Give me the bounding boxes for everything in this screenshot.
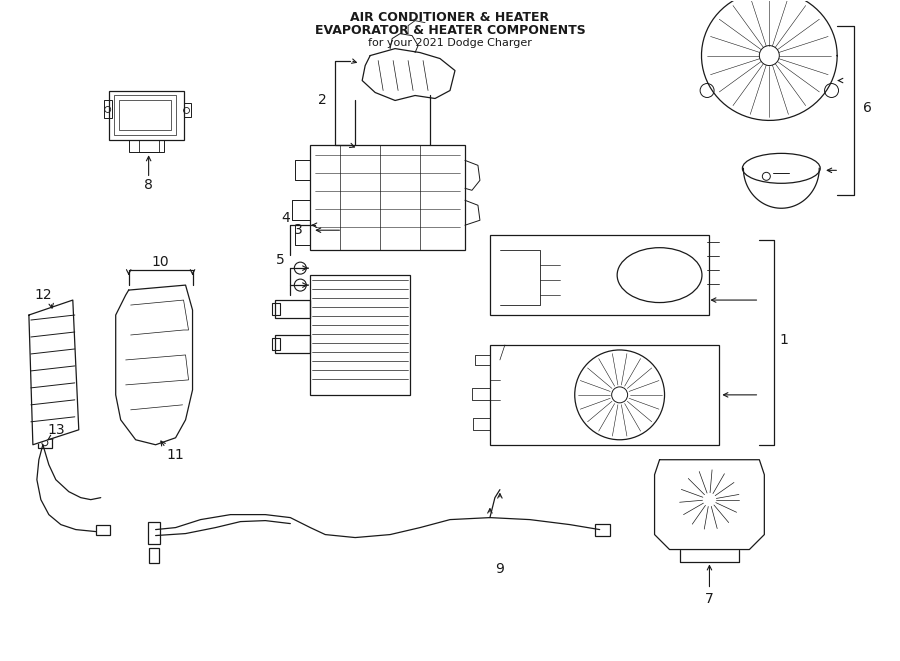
Bar — [595, 524, 609, 535]
Bar — [104, 100, 112, 118]
Bar — [129, 140, 164, 153]
Bar — [148, 522, 159, 543]
Bar — [275, 300, 310, 318]
Text: 3: 3 — [293, 223, 302, 237]
Text: 4: 4 — [281, 212, 290, 225]
Polygon shape — [116, 285, 193, 445]
Bar — [119, 100, 171, 130]
Text: 9: 9 — [496, 563, 504, 576]
Bar — [275, 335, 310, 353]
Text: 1: 1 — [780, 333, 788, 347]
Text: AIR CONDITIONER & HEATER: AIR CONDITIONER & HEATER — [350, 11, 550, 24]
Text: 6: 6 — [863, 102, 871, 116]
Bar — [490, 235, 709, 315]
Text: 13: 13 — [47, 423, 65, 437]
Bar — [273, 338, 281, 350]
Text: 2: 2 — [318, 93, 327, 108]
Text: EVAPORATOR & HEATER COMPONENTS: EVAPORATOR & HEATER COMPONENTS — [315, 24, 585, 36]
Text: 10: 10 — [152, 255, 169, 269]
Polygon shape — [29, 300, 79, 445]
Bar — [95, 525, 110, 535]
Text: 5: 5 — [276, 253, 284, 267]
Text: 11: 11 — [166, 447, 184, 462]
Text: 8: 8 — [144, 178, 153, 192]
Polygon shape — [362, 49, 455, 100]
Bar — [310, 145, 465, 250]
Bar — [310, 275, 410, 395]
Text: 7: 7 — [705, 592, 714, 606]
Bar — [148, 547, 158, 563]
Polygon shape — [654, 460, 764, 549]
Bar — [109, 91, 184, 140]
Bar — [38, 438, 52, 447]
Bar — [184, 104, 191, 118]
Bar — [273, 303, 281, 315]
Text: 12: 12 — [34, 288, 51, 302]
Text: for your 2021 Dodge Charger: for your 2021 Dodge Charger — [368, 38, 532, 48]
Bar — [113, 95, 176, 136]
Bar — [490, 345, 719, 445]
